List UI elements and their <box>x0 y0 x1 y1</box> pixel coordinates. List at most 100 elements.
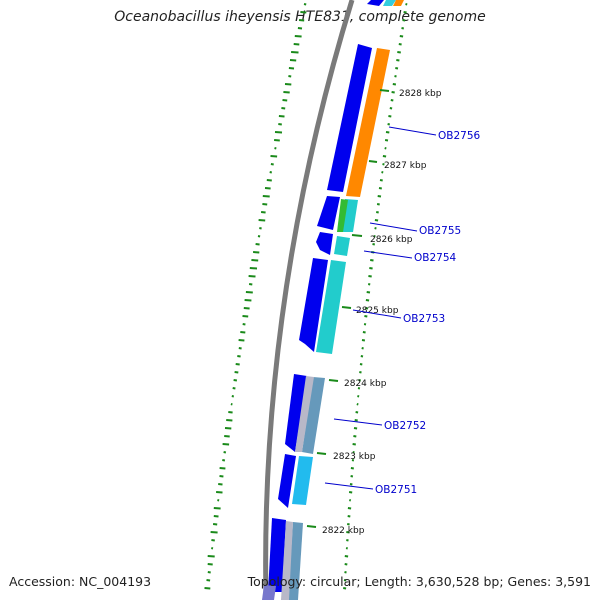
gc-mark <box>353 435 357 438</box>
cds-feature[interactable] <box>317 196 340 230</box>
cds-feature-teal[interactable] <box>316 260 346 354</box>
tick-mark <box>379 89 390 92</box>
gc-mark <box>344 555 349 558</box>
cds-feature[interactable] <box>285 374 307 452</box>
gc-mark <box>230 403 233 406</box>
gc-mark <box>224 427 232 430</box>
tick-mark <box>351 234 363 237</box>
gc-mark <box>374 227 377 230</box>
gc-mark <box>405 3 408 6</box>
cds-feature[interactable] <box>278 454 296 508</box>
genome-summary-text: Topology: circular; Length: 3,630,528 bp… <box>247 574 591 589</box>
gc-mark <box>358 379 361 382</box>
cds-feature[interactable] <box>367 0 384 6</box>
gc-mark <box>397 51 401 54</box>
gc-mark <box>350 475 354 478</box>
cds-feature[interactable] <box>299 258 328 352</box>
gc-mark <box>345 547 348 550</box>
gc-mark <box>363 323 367 326</box>
gc-mark <box>401 27 405 30</box>
gc-mark <box>288 67 295 70</box>
gc-mark <box>389 107 393 110</box>
genome-backbone-arc <box>263 0 355 600</box>
gc-mark <box>300 11 307 14</box>
gc-mark <box>234 371 239 374</box>
gc-mark <box>382 163 385 166</box>
gc-mark <box>282 99 288 102</box>
gc-mark <box>242 315 249 318</box>
gc-mark <box>224 435 230 438</box>
gc-mark <box>403 11 407 14</box>
gc-mark <box>298 19 305 22</box>
cds-feature-sky[interactable] <box>292 456 313 505</box>
gc-mark <box>251 259 259 262</box>
gc-mark <box>216 491 223 494</box>
cds-feature-grey[interactable] <box>295 376 314 452</box>
cds-feature[interactable] <box>316 232 333 255</box>
label-leader-line <box>352 309 402 319</box>
gc-mark <box>346 531 350 534</box>
gc-mark <box>344 571 347 574</box>
gc-mark <box>361 339 366 342</box>
gc-mark <box>270 163 274 166</box>
gc-mark <box>211 547 214 550</box>
gc-mark <box>370 259 374 262</box>
gc-mark <box>352 443 356 446</box>
gc-mark <box>348 491 353 494</box>
tick-label: 2826 kbp <box>370 235 413 245</box>
gc-mark <box>376 203 380 206</box>
cds-feature[interactable] <box>268 518 286 592</box>
gc-mark <box>377 195 382 198</box>
gc-mark <box>238 339 245 342</box>
gc-mark <box>212 523 218 526</box>
gene-label-ob2753[interactable]: OB2753 <box>403 313 445 325</box>
scale-ticks: 2828 kbp 2827 kbp 2826 kbp 2825 kbp 2824… <box>306 89 442 536</box>
cds-feature-teal[interactable] <box>334 236 350 256</box>
gene-label-ob2752[interactable]: OB2752 <box>384 420 426 432</box>
gene-label-ob2755[interactable]: OB2755 <box>419 225 461 237</box>
cds-feature-steel[interactable] <box>302 377 325 454</box>
gc-mark <box>365 307 369 310</box>
gc-mark <box>278 123 282 126</box>
gc-mark <box>235 363 240 366</box>
gene-label-ob2756[interactable]: OB2756 <box>438 130 481 142</box>
cds-feature-orange[interactable] <box>393 0 404 6</box>
cds-feature-cyan[interactable] <box>383 0 396 6</box>
gc-mark <box>379 179 383 182</box>
gene-label-ob2754[interactable]: OB2754 <box>414 252 457 264</box>
gc-mark <box>399 35 404 38</box>
gc-mark <box>266 179 272 182</box>
gc-mark <box>303 3 307 6</box>
map-title: Oceanobacillus iheyensis HTE831, complet… <box>114 9 486 25</box>
tick-mark <box>328 379 339 382</box>
gc-mark <box>243 307 250 310</box>
gc-mark <box>353 427 358 430</box>
gc-mark <box>259 227 262 230</box>
tick-mark <box>341 306 352 309</box>
gc-mark <box>269 171 273 174</box>
gc-mark <box>297 27 303 30</box>
gc-mark <box>207 555 215 558</box>
gc-mark <box>366 291 371 294</box>
forward-strand-track <box>262 0 384 600</box>
cds-feature-green[interactable] <box>337 199 348 232</box>
gc-mark <box>384 139 389 142</box>
gc-mark <box>232 387 236 390</box>
gc-mark <box>343 587 347 590</box>
gc-mark <box>372 243 376 246</box>
gc-mark <box>260 211 266 214</box>
gc-mark <box>388 115 392 118</box>
gc-mark <box>368 275 372 278</box>
cds-feature[interactable] <box>327 44 372 192</box>
gc-mark <box>207 563 213 566</box>
gc-mark <box>226 419 233 422</box>
gc-mark <box>207 571 211 574</box>
cds-feature-grey[interactable] <box>281 521 293 600</box>
cds-feature[interactable] <box>262 585 276 600</box>
gc-mark <box>213 515 219 518</box>
gene-label-ob2751[interactable]: OB2751 <box>375 484 417 496</box>
gc-mark <box>376 211 379 214</box>
gc-mark <box>217 499 220 502</box>
cds-feature-orange[interactable] <box>346 48 390 197</box>
gc-mark <box>392 83 397 86</box>
